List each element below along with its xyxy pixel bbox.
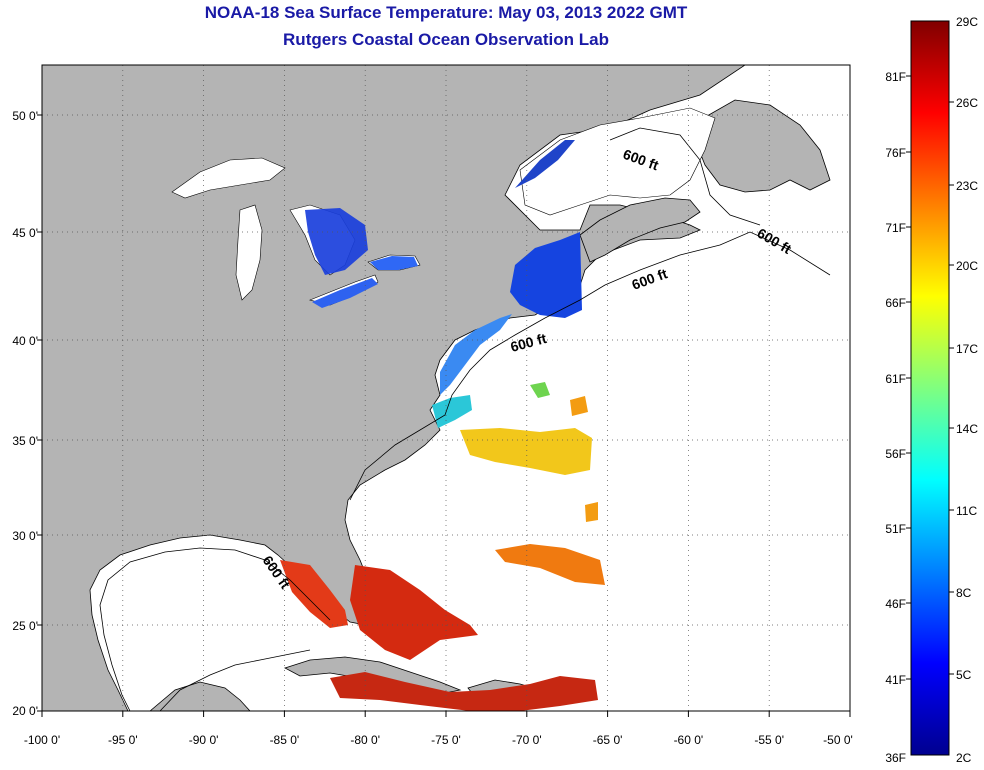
lon-label-85: -85 0': [270, 733, 300, 747]
sst-patch-great-lakes: [305, 208, 368, 275]
lon-label-55: -55 0': [754, 733, 784, 747]
contour-shelf-east: [349, 231, 831, 501]
sst-patch-cape-hatteras: [432, 395, 472, 428]
cb-c-14: 14C: [956, 422, 978, 436]
lat-label-30: 30 0': [12, 529, 38, 543]
lon-label-50: -50 0': [823, 733, 853, 747]
sst-patch-offshore-orange-2: [585, 502, 598, 522]
contour-gulf: [99, 547, 331, 711]
lon-label-95: -95 0': [108, 733, 138, 747]
sst-patch-lake-ontario: [370, 256, 418, 270]
yucatan-land: [149, 681, 251, 711]
lon-label-65: -65 0': [593, 733, 623, 747]
cb-f-41: 41F: [885, 673, 906, 687]
cb-f-56: 56F: [885, 447, 906, 461]
cb-f-81: 81F: [885, 70, 906, 84]
lake-michigan: [235, 204, 263, 301]
cb-c-17: 17C: [956, 342, 978, 356]
colorbar-fahrenheit-labels: 81F 76F 71F 66F 61F 56F 51F 46F 41F 36F: [885, 70, 906, 765]
cb-c-26: 26C: [956, 96, 978, 110]
lon-label-70: -70 0': [512, 733, 542, 747]
colorbar: [910, 20, 950, 756]
sst-patch-st-lawrence: [515, 140, 575, 188]
lat-label-45: 45 0': [12, 226, 38, 240]
latitude-labels: 50 0' 45 0' 40 0' 35 0' 30 0' 25 0' 20 0…: [12, 109, 38, 718]
colorbar-celsius-labels: 29C 26C 23C 20C 17C 14C 11C 8C 5C 2C: [956, 15, 978, 765]
axis-ticks: [37, 114, 851, 717]
lon-label-80: -80 0': [350, 733, 380, 747]
cb-c-2: 2C: [956, 751, 972, 765]
sst-patch-mid-atlantic-shelf: [440, 314, 512, 395]
cb-f-71: 71F: [885, 221, 906, 235]
map-subtitle: Rutgers Coastal Ocean Observation Lab: [283, 30, 609, 49]
lake-superior: [171, 157, 286, 199]
cb-c-20: 20C: [956, 259, 978, 273]
cb-c-23: 23C: [956, 179, 978, 193]
sst-data-layer: [280, 140, 605, 711]
sst-patch-offshore-orange-3: [495, 544, 605, 585]
sst-patch-lake-erie: [312, 278, 378, 308]
lat-label-40: 40 0': [12, 334, 38, 348]
lon-label-75: -75 0': [431, 733, 461, 747]
sst-patch-offshore-orange-1: [570, 396, 588, 416]
lon-label-60: -60 0': [674, 733, 704, 747]
colorbar-ticks: [906, 75, 954, 680]
cb-c-5: 5C: [956, 668, 972, 682]
lon-label-90: -90 0': [189, 733, 219, 747]
cb-f-36: 36F: [885, 751, 906, 765]
cb-c-8: 8C: [956, 586, 972, 600]
cb-f-76: 76F: [885, 146, 906, 160]
sst-patch-bahamas: [350, 565, 478, 660]
contour-northeast: [609, 127, 761, 226]
cb-c-29: 29C: [956, 15, 978, 29]
cb-f-51: 51F: [885, 522, 906, 536]
cb-f-66: 66F: [885, 296, 906, 310]
lat-label-20: 20 0': [12, 704, 38, 718]
sst-patch-caribbean: [330, 672, 598, 711]
cb-c-11: 11C: [956, 504, 977, 518]
lat-label-50: 50 0': [12, 109, 38, 123]
contour-inner-gulf: [159, 649, 311, 711]
lon-label-100: -100 0': [24, 733, 60, 747]
sst-patch-florida-gulf: [280, 560, 348, 628]
cb-f-61: 61F: [885, 372, 906, 386]
gulf-of-st-lawrence: [519, 107, 716, 216]
nova-scotia-land: [579, 197, 701, 263]
lat-label-35: 35 0': [12, 434, 38, 448]
sst-patch-gulf-of-maine: [510, 232, 582, 318]
map-title: NOAA-18 Sea Surface Temperature: May 03,…: [204, 3, 688, 22]
contour-600ft-lines: [99, 127, 831, 711]
north-america-land: [42, 65, 746, 711]
longitude-labels: -100 0' -95 0' -90 0' -85 0' -80 0' -75 …: [24, 733, 853, 747]
lat-label-25: 25 0': [12, 619, 38, 633]
newfoundland-land: [694, 99, 831, 193]
sst-patch-gulf-stream-small: [530, 382, 550, 398]
cb-f-46: 46F: [885, 597, 906, 611]
